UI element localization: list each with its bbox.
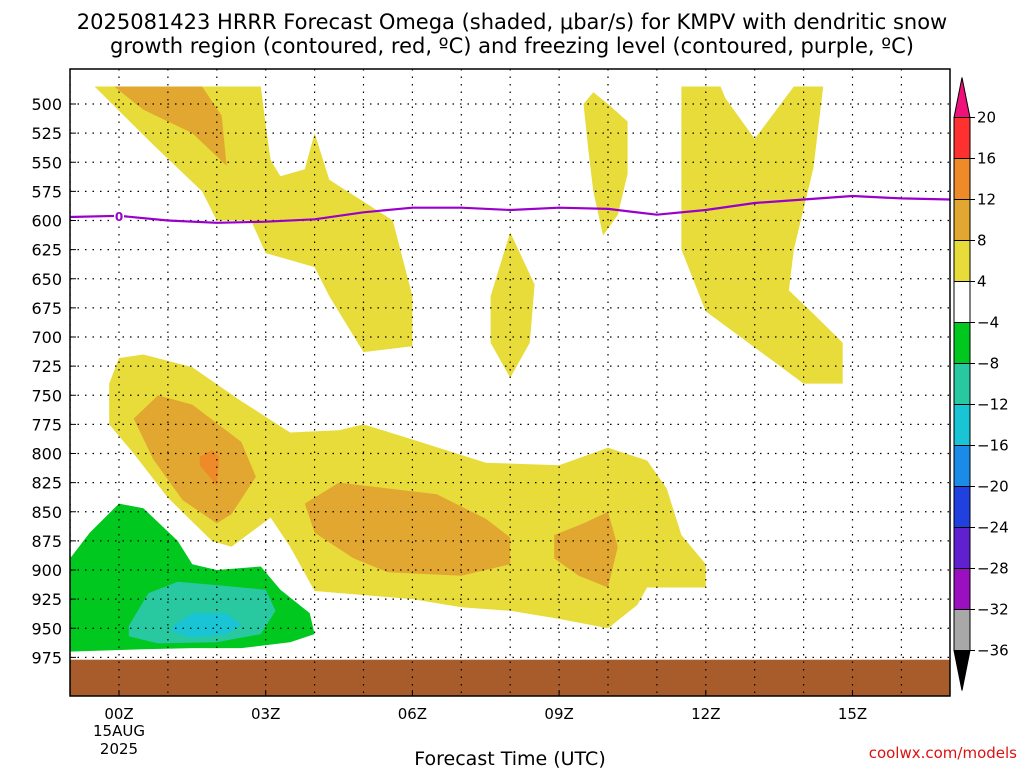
y-tick-label-550: 550 <box>31 153 62 172</box>
colorbar-label-10: −24 <box>977 519 1009 537</box>
colorbar-label-3: 8 <box>977 232 987 250</box>
colorbar-segment-8 <box>953 445 971 487</box>
omega-region-light-orange-6 <box>133 395 256 524</box>
colorbar-segment-12 <box>953 609 971 651</box>
colorbar-top-cap <box>953 77 971 118</box>
colorbar-label-5: −4 <box>977 314 999 332</box>
omega-region-light-orange-8 <box>554 511 618 588</box>
x-axis-title: Forecast Time (UTC) <box>414 748 605 768</box>
x-tick-label-03Z: 03Z <box>251 705 280 723</box>
freezing-level-label: 0 <box>115 210 123 224</box>
credit-text: coolwx.com/models <box>869 744 1017 762</box>
freezing-level-line <box>70 194 950 224</box>
omega-region-cyan-12 <box>172 613 242 638</box>
x-tick-label-00Z: 00Z <box>104 705 133 723</box>
colorbar-segment-4 <box>953 281 971 323</box>
x-axis-ticks: 00Z 03Z 06Z 09Z 12Z 15Z <box>104 690 867 723</box>
freezing-level-layer: 0 <box>70 194 950 224</box>
colorbar-segment-11 <box>953 568 971 610</box>
freezing-label-bg <box>114 207 124 223</box>
colorbar-label-13: −36 <box>977 642 1009 660</box>
y-axis-ticks: 500 525 550 575 600 625 650 675 700 725 750 775 800 8… <box>31 95 76 667</box>
y-tick-label-825: 825 <box>31 474 62 493</box>
colorbar-segment-3 <box>953 240 971 282</box>
plot-frame <box>69 68 951 697</box>
colorbar-segment-2 <box>953 199 971 241</box>
omega-region-yellow-3 <box>681 86 843 384</box>
x-tick-label-06Z: 06Z <box>398 705 427 723</box>
plot-area: 0 <box>70 69 950 696</box>
colorbar-segment-5 <box>953 322 971 364</box>
omega-region-teal-11 <box>128 581 276 644</box>
y-tick-label-625: 625 <box>31 241 62 260</box>
colorbar-label-7: −12 <box>977 396 1009 414</box>
y-tick-label-925: 925 <box>31 590 62 609</box>
colorbar-segment-6 <box>953 363 971 405</box>
y-tick-label-850: 850 <box>31 503 62 522</box>
y-tick-label-675: 675 <box>31 299 62 318</box>
omega-region-light-orange-5 <box>114 86 227 166</box>
y-tick-label-700: 700 <box>31 328 62 347</box>
colorbar-label-1: 16 <box>977 150 996 168</box>
colorbar-label-0: 20 <box>977 109 996 127</box>
y-tick-label-800: 800 <box>31 445 62 464</box>
x-tick-label-12Z: 12Z <box>691 705 720 723</box>
omega-region-yellow-1 <box>583 92 628 236</box>
date-label-day: 15AUG <box>93 722 145 740</box>
y-tick-label-725: 725 <box>31 357 62 376</box>
colorbar-label-2: 12 <box>977 191 996 209</box>
date-label-year: 2025 <box>100 740 138 758</box>
y-tick-label-975: 975 <box>31 648 62 667</box>
y-tick-label-575: 575 <box>31 182 62 201</box>
colorbar-label-12: −32 <box>977 601 1009 619</box>
colorbar-bottom-cap <box>953 650 971 691</box>
colorbar-label-6: −8 <box>977 355 999 373</box>
colorbar-segment-1 <box>953 158 971 200</box>
colorbar-label-4: 4 <box>977 273 987 291</box>
y-tick-label-950: 950 <box>31 619 62 638</box>
colorbar-label-8: −16 <box>977 437 1009 455</box>
x-tick-label-15Z: 15Z <box>838 705 867 723</box>
colorbar-label-11: −28 <box>977 560 1009 578</box>
colorbar-segment-10 <box>953 527 971 569</box>
y-tick-label-875: 875 <box>31 532 62 551</box>
chart-title-line-2: growth region (contoured, red, ºC) and f… <box>110 34 914 58</box>
omega-region-yellow-2 <box>490 232 535 378</box>
y-tick-label-500: 500 <box>31 95 62 114</box>
omega-region-orange-9 <box>199 450 220 487</box>
omega-shaded-regions <box>70 86 843 652</box>
omega-region-yellow-0 <box>94 86 413 353</box>
colorbar-segment-9 <box>953 486 971 528</box>
y-tick-label-900: 900 <box>31 561 62 580</box>
y-tick-label-525: 525 <box>31 124 62 143</box>
y-tick-label-775: 775 <box>31 415 62 434</box>
chart-title-line-1: 2025081423 HRRR Forecast Omega (shaded, … <box>77 10 947 34</box>
x-tick-label-09Z: 09Z <box>544 705 573 723</box>
y-tick-label-750: 750 <box>31 386 62 405</box>
colorbar-label-9: −20 <box>977 478 1009 496</box>
colorbar-segment-0 <box>953 117 971 159</box>
colorbar-segment-7 <box>953 404 971 446</box>
y-tick-label-600: 600 <box>31 212 62 231</box>
y-tick-label-650: 650 <box>31 270 62 289</box>
omega-region-light-orange-7 <box>304 482 511 576</box>
colorbar: 20 16 12 8 4 −4 −8 −12 −16 −20 −24 −28 −32 −36 <box>953 77 1009 691</box>
